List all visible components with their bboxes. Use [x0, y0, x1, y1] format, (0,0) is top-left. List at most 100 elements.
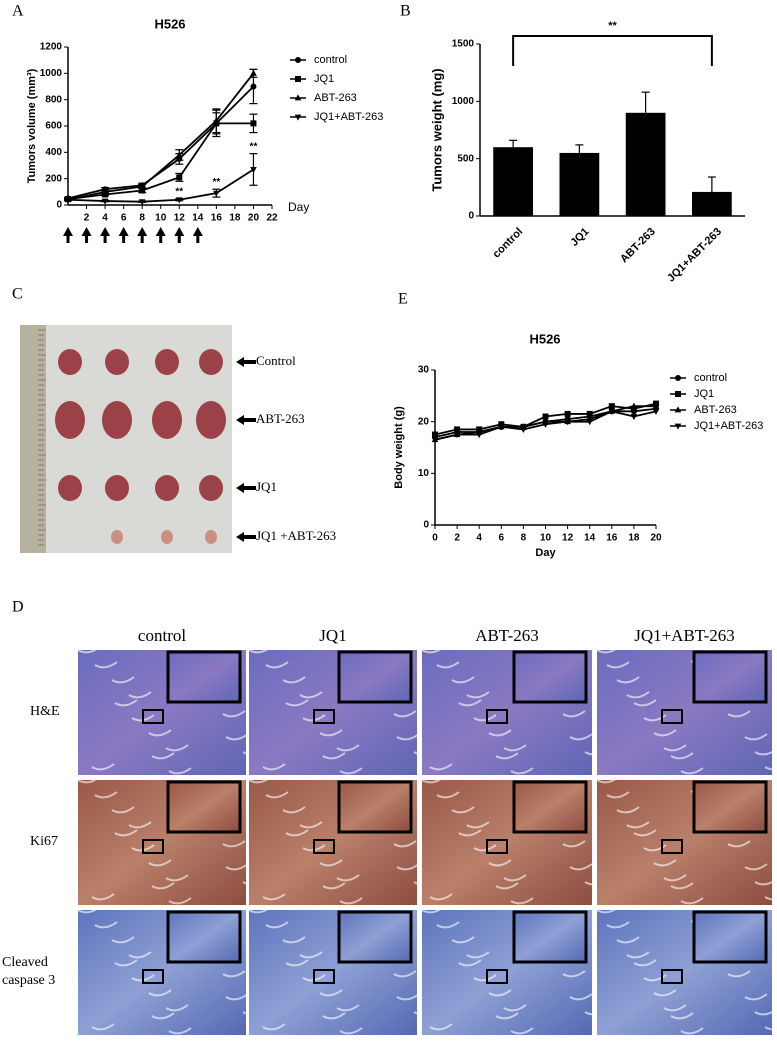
inset [337, 780, 413, 834]
texture [94, 921, 118, 929]
series-line [67, 168, 254, 203]
inset [337, 910, 413, 964]
y-tick-label: 1500 [452, 39, 475, 50]
data-point [101, 198, 109, 205]
inset-box [313, 839, 335, 854]
texture [94, 791, 118, 799]
texture [128, 691, 152, 699]
annotation: ** [250, 141, 258, 152]
texture [336, 874, 360, 882]
texture [77, 776, 101, 784]
tumor [196, 401, 226, 439]
texture [680, 1027, 704, 1035]
legend-marker [295, 57, 301, 63]
texture [510, 897, 534, 905]
texture [633, 699, 657, 707]
data-point [630, 414, 638, 421]
texture [91, 893, 115, 901]
texture [225, 733, 249, 741]
x-tick-label: 8 [521, 533, 527, 544]
tumor [155, 475, 179, 501]
texture [111, 676, 135, 684]
texture [168, 1027, 192, 1035]
texture [606, 661, 630, 669]
x-tick-label: ABT-263 [618, 226, 658, 266]
texture [569, 733, 593, 741]
x-tick-label: 14 [584, 533, 596, 544]
texture [168, 897, 192, 905]
legend-marker [674, 423, 682, 430]
texture [488, 859, 512, 867]
texture [503, 874, 527, 882]
data-point [432, 431, 438, 438]
texture [764, 896, 777, 901]
texture [663, 1004, 687, 1012]
inset-box [142, 839, 164, 854]
data-point [250, 83, 257, 90]
texture [643, 714, 667, 722]
legend-label: ABT-263 [314, 92, 357, 104]
x-tick-label: 0 [432, 533, 438, 544]
x-tick-label: 10 [540, 533, 552, 544]
tumor-photos [55, 349, 226, 544]
texture [436, 791, 460, 799]
x-tick-label: 4 [102, 213, 108, 224]
annotation: ** [175, 186, 183, 197]
arrow [236, 483, 256, 493]
inset [692, 780, 768, 834]
x-tick-label: 8 [139, 213, 145, 224]
texture [473, 974, 497, 982]
texture [764, 766, 777, 771]
texture [248, 776, 272, 784]
y-tick-label: 0 [56, 200, 62, 211]
tumor [58, 475, 82, 501]
texture [165, 1004, 189, 1012]
texture [248, 906, 272, 914]
texture [633, 829, 657, 837]
inset [166, 650, 242, 704]
photo-label: JQ1 [256, 479, 277, 494]
texture [643, 974, 667, 982]
texture [282, 936, 306, 944]
texture [319, 989, 343, 997]
bar [625, 112, 666, 216]
texture [626, 951, 650, 959]
x-tick-label: 2 [454, 533, 460, 544]
texture [670, 1012, 694, 1020]
texture [744, 863, 768, 871]
texture [488, 729, 512, 737]
x-tick-label: 10 [155, 213, 167, 224]
texture [436, 921, 460, 929]
x-tick-label: 6 [121, 213, 127, 224]
inset [692, 910, 768, 964]
texture [606, 791, 630, 799]
data-point [431, 437, 439, 444]
texture [653, 729, 677, 737]
x-tick-label: 20 [248, 213, 260, 224]
x-tick-label: 2 [84, 213, 90, 224]
data-point [564, 410, 571, 417]
column-header: JQ1 [319, 626, 346, 645]
texture [396, 733, 420, 741]
y-axis-label: Tumors volume (mm³) [26, 68, 38, 183]
texture [633, 959, 657, 967]
texture [653, 989, 677, 997]
texture [421, 776, 445, 784]
arrow [236, 532, 256, 542]
treatment-arrow [192, 227, 203, 243]
texture [616, 936, 640, 944]
x-tick-label: JQ1+ABT-263 [665, 226, 724, 285]
x-tick-label: 12 [174, 213, 186, 224]
tumor [199, 349, 223, 375]
texture [495, 882, 519, 890]
texture [248, 646, 272, 654]
texture [626, 821, 650, 829]
legend-label: JQ1+ABT-263 [694, 420, 763, 432]
column-header: JQ1+ABT-263 [634, 626, 735, 645]
texture [151, 1012, 175, 1020]
data-point [138, 182, 146, 189]
texture [436, 661, 460, 669]
data-point [453, 432, 461, 439]
bar [692, 191, 732, 216]
texture [727, 710, 751, 718]
